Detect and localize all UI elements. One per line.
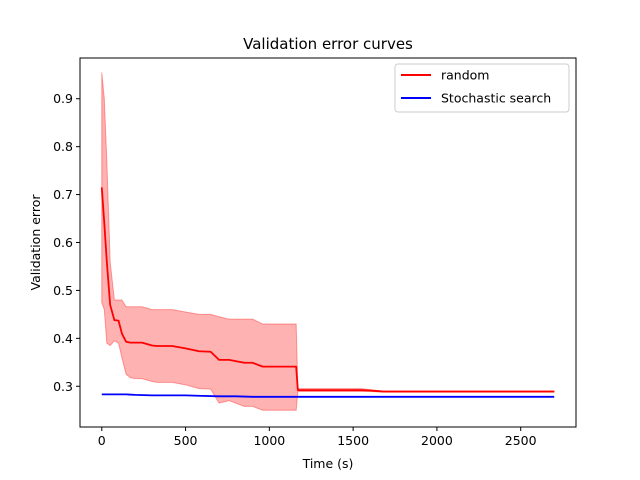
x-axis: 0 500 1000 1500 2000 2500 — [98, 427, 537, 448]
legend: random Stochastic search — [394, 63, 570, 113]
x-tick-label: 1500 — [337, 433, 369, 448]
series-line-stochastic-search — [101, 393, 555, 398]
x-tick-label: 2500 — [505, 433, 537, 448]
y-tick-label: 0.4 — [53, 331, 73, 346]
y-tick-label: 0.6 — [53, 235, 73, 250]
y-tick-label: 0.3 — [53, 379, 73, 394]
plot-area — [100, 72, 555, 411]
y-tick-label: 0.9 — [53, 91, 73, 106]
chart-title: Validation error curves — [243, 35, 413, 53]
legend-label-random: random — [441, 68, 489, 83]
x-axis-label: Time (s) — [302, 456, 354, 471]
x-tick-label: 2000 — [421, 433, 453, 448]
x-tick-label: 500 — [174, 433, 198, 448]
y-axis-label: Validation error — [28, 194, 43, 291]
y-axis: 0.3 0.4 0.5 0.6 0.7 0.8 0.9 — [53, 91, 80, 394]
x-tick-label: 1000 — [253, 433, 285, 448]
legend-label-stochastic-search: Stochastic search — [441, 91, 551, 106]
y-tick-label: 0.5 — [53, 283, 73, 298]
y-tick-label: 0.8 — [53, 139, 73, 154]
y-tick-label: 0.7 — [53, 187, 73, 202]
series-line-random — [100, 187, 555, 393]
x-tick-label: 0 — [98, 433, 106, 448]
legend-box — [394, 63, 570, 113]
